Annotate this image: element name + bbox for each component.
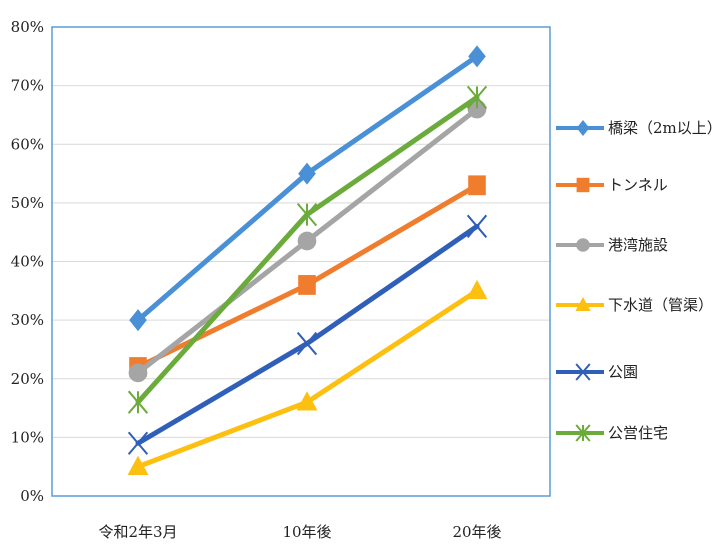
y-tick-label: 10% — [11, 428, 44, 446]
legend-item: 公園 — [556, 363, 638, 381]
square-marker — [298, 275, 316, 295]
legend-item: 公営住宅 — [556, 424, 668, 442]
y-axis-ticks: 0% 10% 20% 30% 40% 50% 60% 70% 80% — [11, 18, 44, 505]
triangle-marker — [127, 455, 149, 475]
star-marker — [296, 202, 318, 227]
square-marker — [576, 177, 590, 193]
circle-marker — [297, 231, 317, 251]
x-marker — [127, 431, 149, 455]
plot-frame — [51, 26, 551, 497]
legend-item: トンネル — [556, 176, 668, 194]
circle-marker — [128, 363, 148, 383]
x-category-label: 令和2年3月 — [98, 523, 177, 541]
diamond-marker — [298, 162, 316, 185]
series-group — [128, 99, 487, 383]
x-axis-categories: 令和2年3月 10年後 20年後 — [98, 523, 501, 541]
y-tick-label: 50% — [11, 194, 44, 212]
y-tick-label: 80% — [11, 18, 44, 36]
series-group — [127, 279, 488, 475]
square-marker — [468, 175, 486, 196]
x-marker — [296, 331, 318, 356]
triangle-marker — [466, 279, 488, 300]
x-category-label: 10年後 — [282, 523, 331, 541]
y-tick-label: 0% — [20, 487, 44, 505]
series-group — [127, 85, 488, 414]
legend-label: トンネル — [608, 176, 668, 194]
star-marker — [127, 390, 149, 414]
legend-label: 下水道（管渠） — [608, 296, 713, 314]
legend-label: 公園 — [608, 363, 638, 381]
legend-label: 公営住宅 — [608, 424, 668, 442]
series-layer — [127, 45, 488, 475]
y-tick-label: 60% — [11, 135, 44, 153]
diamond-marker — [129, 309, 147, 332]
legend-item: 橋梁（2m以上） — [556, 119, 722, 137]
y-tick-label: 30% — [11, 311, 44, 329]
diamond-marker — [576, 120, 590, 136]
grid-layer — [52, 85, 550, 438]
series-group — [129, 45, 486, 332]
triangle-marker — [575, 297, 591, 311]
legend-label: 橋梁（2m以上） — [608, 119, 722, 137]
legend-label: 港湾施設 — [608, 236, 668, 254]
x-marker — [466, 214, 488, 238]
y-tick-label: 40% — [11, 253, 44, 271]
y-tick-label: 20% — [11, 370, 44, 388]
star-marker — [575, 424, 591, 442]
circle-marker — [467, 99, 487, 119]
triangle-marker — [296, 391, 318, 411]
legend-item: 港湾施設 — [556, 236, 668, 254]
y-tick-label: 70% — [11, 77, 44, 95]
circle-marker — [576, 238, 590, 252]
series-group — [127, 214, 488, 455]
x-marker — [575, 363, 591, 381]
legend-item: 下水道（管渠） — [556, 296, 713, 314]
star-marker — [466, 85, 488, 109]
x-category-label: 20年後 — [452, 523, 501, 541]
diamond-marker — [468, 45, 486, 68]
